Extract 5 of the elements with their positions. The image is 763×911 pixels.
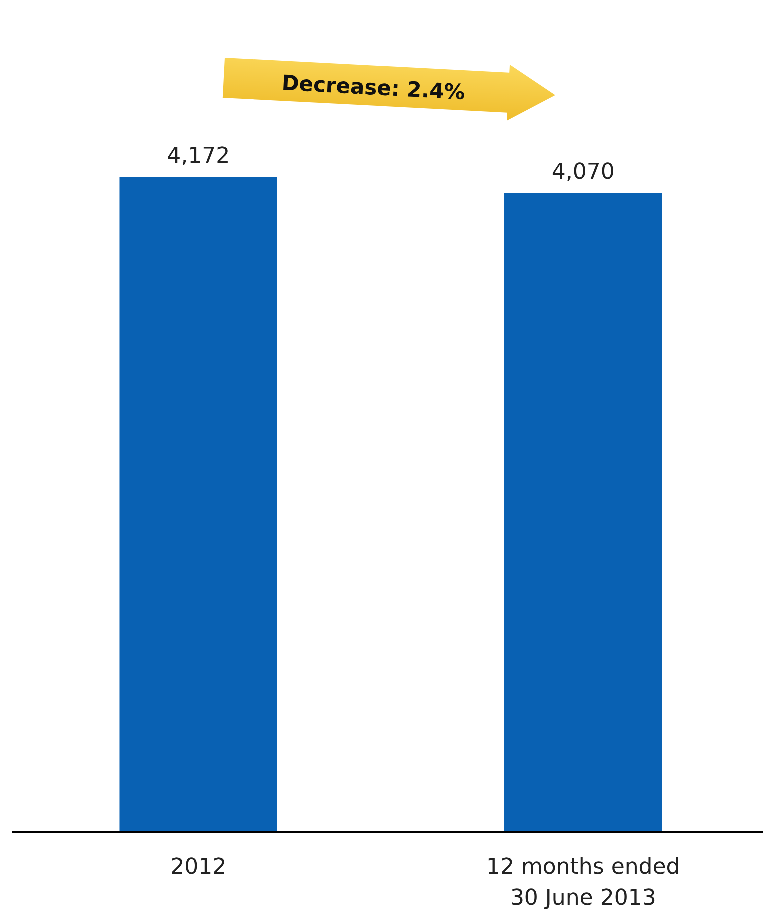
data-label: 4,172 [167, 144, 230, 169]
x-tick-label: 12 months ended 30 June 2013 [486, 855, 680, 911]
x-tick-label: 2012 [170, 855, 227, 880]
text: Decrease: 2.4% [281, 71, 466, 105]
data-label: 4,070 [552, 160, 615, 186]
